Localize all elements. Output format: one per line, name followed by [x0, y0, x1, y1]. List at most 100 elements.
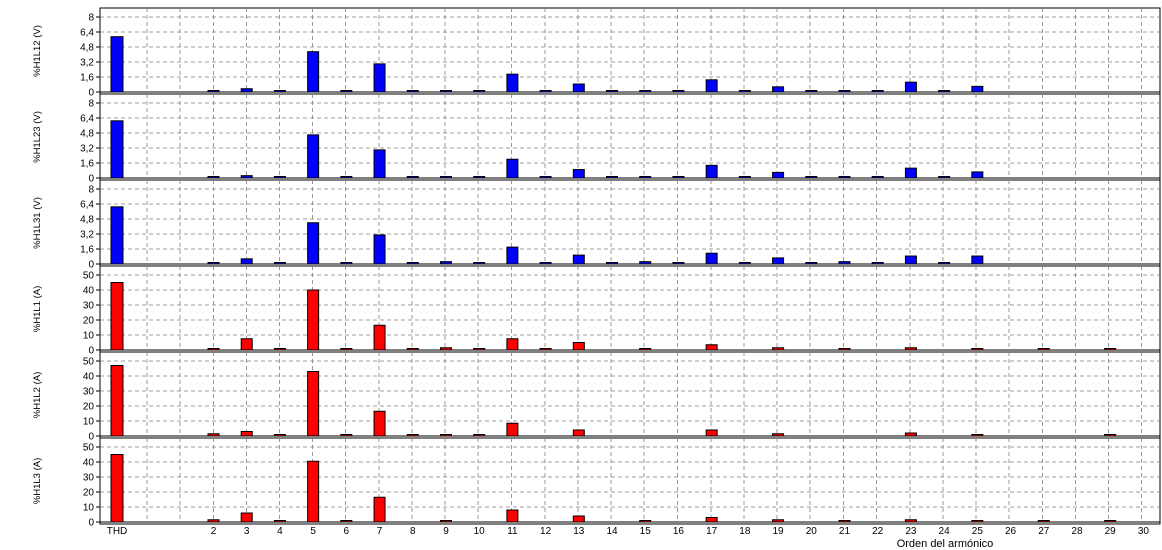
bar-19 — [772, 86, 785, 93]
bar-12 — [539, 262, 552, 265]
bar-9 — [439, 261, 452, 265]
bar-19 — [772, 433, 785, 437]
bar-17 — [705, 79, 718, 93]
y-tick-label: 3,2 — [80, 58, 94, 69]
x-tick-label: 15 — [640, 526, 652, 537]
y-axis-label: %H1L1 (A) — [32, 286, 43, 332]
bar-8 — [406, 434, 419, 437]
bar-27 — [1037, 348, 1050, 351]
x-tick-label: 20 — [806, 526, 818, 537]
y-tick-label: 30 — [83, 301, 95, 312]
bar-18 — [738, 262, 751, 265]
y-tick-label: 0 — [88, 432, 94, 443]
bar-8 — [406, 90, 419, 93]
y-tick-label: 50 — [83, 271, 95, 282]
bar-25 — [971, 171, 984, 179]
bar-11 — [506, 73, 519, 93]
bar-20 — [805, 176, 818, 179]
bar-29 — [1104, 520, 1117, 523]
y-tick-label: 20 — [83, 316, 95, 327]
x-tick-label: 21 — [839, 526, 851, 537]
bar-5 — [307, 222, 320, 265]
panel-frame-2 — [99, 93, 1161, 181]
panel-frame-6 — [99, 437, 1161, 525]
bar-15 — [639, 176, 652, 179]
y-tick-label: 40 — [83, 372, 95, 383]
y-tick-label: 8 — [88, 99, 94, 110]
bar-12 — [539, 348, 552, 351]
bar-3 — [240, 175, 253, 179]
bar-10 — [473, 176, 486, 179]
bar-24 — [938, 262, 951, 265]
bar-THD — [110, 120, 124, 179]
x-tick-label: 19 — [773, 526, 785, 537]
bar-17 — [705, 517, 718, 523]
bar-7 — [373, 234, 386, 265]
bar-14 — [606, 90, 619, 93]
bar-18 — [738, 176, 751, 179]
bar-25 — [971, 85, 984, 93]
bar-21 — [838, 90, 851, 93]
x-tick-label: 13 — [573, 526, 585, 537]
bar-15 — [639, 520, 652, 523]
bar-6 — [340, 434, 353, 437]
x-tick-label: 29 — [1105, 526, 1117, 537]
panel-frame-4 — [99, 265, 1161, 353]
y-tick-label: 10 — [83, 503, 95, 514]
bar-14 — [606, 176, 619, 179]
bar-25 — [971, 520, 984, 523]
bar-13 — [572, 83, 585, 93]
bar-5 — [307, 460, 320, 523]
x-tick-label: 10 — [474, 526, 486, 537]
y-tick-label: 3,2 — [80, 230, 94, 241]
y-tick-label: 40 — [83, 458, 95, 469]
y-tick-label: 1,6 — [80, 159, 94, 170]
y-tick-label: 4,8 — [80, 129, 94, 140]
bar-9 — [439, 90, 452, 93]
bar-11 — [506, 246, 519, 265]
y-tick-label: 40 — [83, 286, 95, 297]
bar-4 — [273, 520, 286, 523]
bar-19 — [772, 257, 785, 265]
y-tick-label: 10 — [83, 417, 95, 428]
bar-15 — [639, 261, 652, 265]
bar-8 — [406, 262, 419, 265]
y-tick-label: 0 — [88, 260, 94, 271]
bar-10 — [473, 348, 486, 351]
bar-10 — [473, 90, 486, 93]
bar-17 — [705, 252, 718, 265]
x-tick-label: 9 — [443, 526, 449, 537]
bar-8 — [406, 348, 419, 351]
bar-6 — [340, 520, 353, 523]
bar-5 — [307, 134, 320, 179]
bar-23 — [904, 81, 917, 93]
bar-10 — [473, 434, 486, 437]
bar-3 — [240, 512, 253, 523]
bar-24 — [938, 176, 951, 179]
x-tick-label: 4 — [277, 526, 283, 537]
bar-29 — [1104, 348, 1117, 351]
bar-15 — [639, 90, 652, 93]
y-tick-label: 20 — [83, 488, 95, 499]
bar-19 — [772, 171, 785, 179]
bar-21 — [838, 348, 851, 351]
bar-13 — [572, 169, 585, 179]
bar-9 — [439, 176, 452, 179]
bar-23 — [904, 432, 917, 437]
bar-THD — [110, 282, 124, 351]
x-tick-label: 30 — [1138, 526, 1150, 537]
bar-15 — [639, 348, 652, 351]
bar-THD — [110, 365, 124, 437]
bar-21 — [838, 520, 851, 523]
bar-6 — [340, 348, 353, 351]
bar-13 — [572, 342, 585, 351]
bar-11 — [506, 509, 519, 523]
bar-19 — [772, 519, 785, 523]
bar-19 — [772, 347, 785, 351]
bar-4 — [273, 262, 286, 265]
y-tick-label: 50 — [83, 357, 95, 368]
panel-frame-5 — [99, 351, 1161, 439]
bar-7 — [373, 496, 386, 523]
y-tick-label: 3,2 — [80, 144, 94, 155]
